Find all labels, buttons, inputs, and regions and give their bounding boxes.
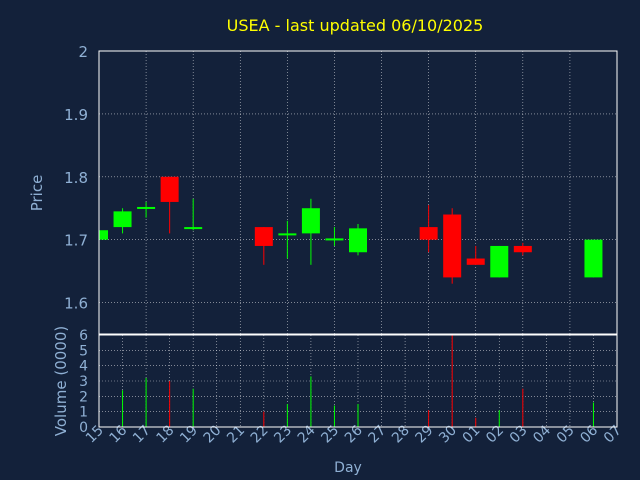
day-tick-label: 25	[318, 423, 342, 447]
day-tick-label: 24	[295, 422, 319, 446]
candle-body	[349, 228, 367, 253]
day-tick-label: 16	[106, 422, 130, 446]
day-tick-label: 05	[554, 423, 578, 447]
volume-tick-label: 2	[79, 389, 88, 405]
candlesticks	[98, 176, 603, 284]
candle-body	[466, 258, 485, 265]
volume-tick-label: 0	[79, 420, 88, 436]
day-axis-ticks: 15 16 17 18 19 20 21 22 23 24 25 26 27 28 29 30 01 02 03 04…	[83, 422, 625, 446]
price-panel-frame	[98, 50, 618, 335]
price-axis-ticks: 1.6 1.7 1.8 1.9 2	[64, 43, 88, 313]
chart-title: USEA - last updated 06/10/2025	[227, 16, 484, 35]
day-tick-label: 06	[577, 422, 601, 446]
day-tick-label: 20	[201, 423, 225, 447]
candle-body	[137, 206, 156, 209]
day-tick-label: 29	[413, 423, 437, 447]
candle-body	[184, 227, 203, 230]
candle-body	[254, 227, 273, 246]
price-tick-label: 2	[78, 43, 88, 61]
candle-body	[513, 245, 532, 253]
candle-body	[278, 233, 297, 236]
volume-axis-label: Volume (0000)	[52, 326, 70, 436]
candle-body	[490, 245, 509, 278]
day-tick-label: 19	[177, 423, 201, 447]
candle-body	[160, 176, 179, 202]
price-axis-label: Price	[28, 175, 46, 212]
price-tick-label: 1.6	[64, 295, 88, 313]
day-tick-label: 03	[507, 423, 531, 447]
candle-body	[584, 239, 603, 278]
price-tick-label: 1.8	[64, 169, 88, 187]
day-tick-label: 18	[154, 423, 178, 447]
day-tick-label: 22	[248, 423, 272, 447]
volume-tick-label: 5	[79, 343, 88, 359]
candle-body	[113, 211, 132, 228]
volume-grid	[99, 335, 617, 427]
day-tick-label: 21	[224, 423, 248, 447]
volume-panel-frame	[98, 334, 618, 428]
day-tick-label: 17	[130, 423, 154, 447]
day-tick-label: 28	[389, 423, 413, 447]
candle-body	[301, 208, 320, 234]
candle-body	[325, 238, 344, 241]
volume-tick-label: 1	[79, 405, 88, 421]
volume-tick-label: 6	[79, 328, 88, 344]
candle-body	[419, 227, 438, 240]
price-tick-label: 1.9	[64, 106, 88, 124]
volume-tick-label: 3	[79, 374, 88, 390]
candle-body	[99, 230, 108, 240]
volume-tick-label: 4	[79, 359, 88, 375]
day-tick-label: 27	[365, 423, 389, 447]
candle-body	[443, 214, 462, 278]
day-tick-label: 30	[436, 423, 460, 447]
day-tick-label: 26	[342, 422, 366, 446]
day-tick-label: 02	[483, 423, 507, 447]
day-tick-label: 04	[530, 422, 554, 446]
day-tick-label: 01	[460, 423, 484, 447]
day-tick-label: 23	[271, 423, 295, 447]
day-tick-label: 07	[601, 423, 625, 447]
price-tick-label: 1.7	[64, 232, 88, 250]
volume-bars	[122, 335, 594, 427]
x-axis-label: Day	[334, 460, 362, 476]
